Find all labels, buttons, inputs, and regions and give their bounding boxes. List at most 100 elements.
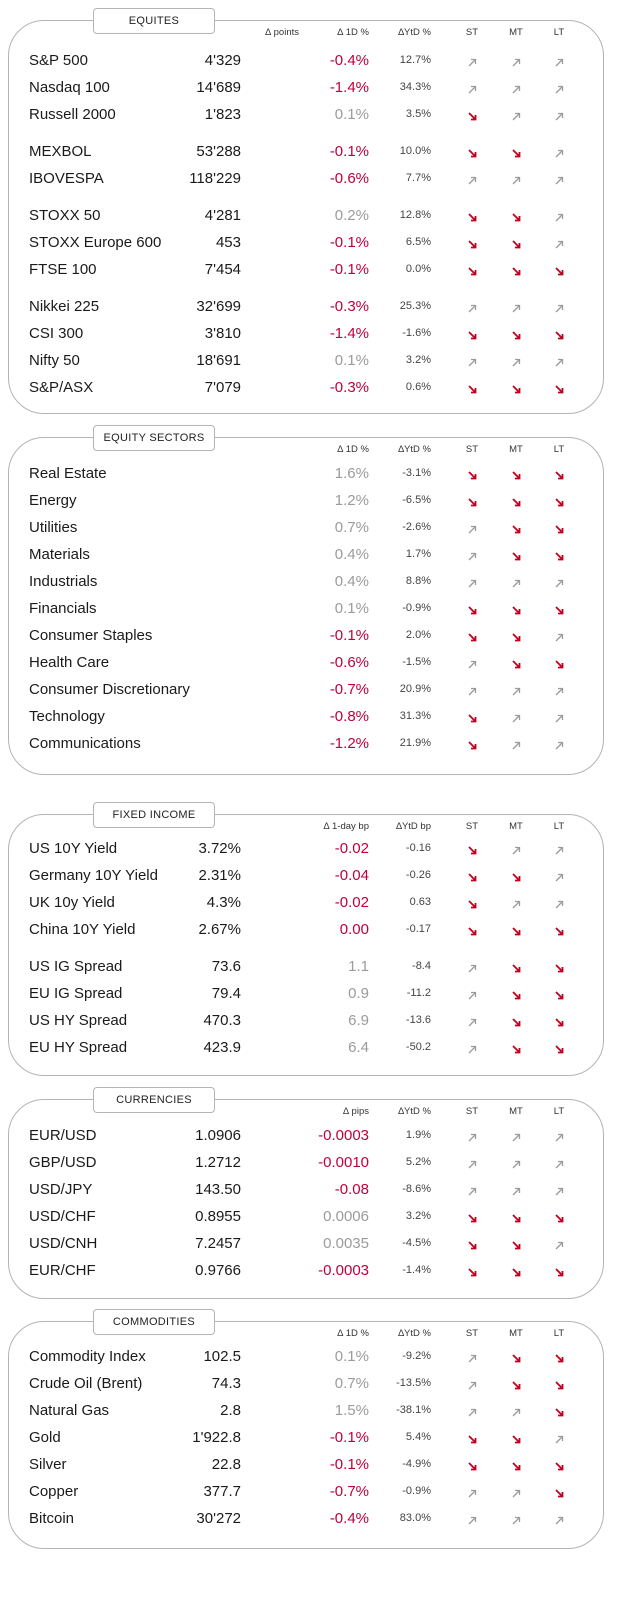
row-d1-change: 0.1% [334,600,369,617]
row-d1-change: -0.02 [334,894,369,911]
row-d1-change: 6.4 [348,1039,369,1056]
arrow-down-icon [554,988,565,1000]
row-d1-change: -0.08 [334,1181,369,1198]
equity-sectors-ytd-header: ∆YtD % [398,444,431,455]
table-row: GBP/USD 1.2712 -0.0010 5.2% [9,1149,603,1176]
arrow-up-icon [554,1513,565,1525]
arrow-up-icon [467,988,478,1000]
equities-mt-header: MT [509,27,523,38]
row-name: STOXX 50 [29,207,101,224]
table-row: FTSE 100 7'454 -0.1% 0.0% [9,256,603,283]
table-row: Industrials 0.4% 8.8% [9,568,603,595]
table-row: EUR/USD 1.0906 -0.0003 1.9% [9,1122,603,1149]
commodities-mt-header: MT [509,1328,523,1339]
fixed-income-st-header: ST [465,821,479,832]
table-row: EU HY Spread 423.9 6.4 -50.2 [9,1034,603,1061]
row-d1-change: -0.04 [334,867,369,884]
commodities-ytd-header: ∆YtD % [398,1328,431,1339]
row-value: 3.72% [198,840,241,857]
arrow-up-icon [467,1157,478,1169]
row-d1-change: 0.2% [334,207,369,224]
row-value: 30'272 [196,1510,241,1527]
table-row: Bitcoin 30'272 -0.4% 83.0% [9,1505,603,1532]
arrow-down-icon [467,603,478,615]
table-row: Commodity Index 102.5 0.1% -9.2% [9,1343,603,1370]
arrow-down-icon [511,603,522,615]
arrow-down-icon [554,495,565,507]
row-name: Germany 10Y Yield [29,867,158,884]
row-ytd-change: 25.3% [399,300,431,312]
table-row: US IG Spread 73.6 1.1 -8.4 [9,953,603,980]
row-d1-change: 0.1% [334,352,369,369]
arrow-up-icon [467,1486,478,1498]
row-d1-change: 1.6% [334,465,369,482]
row-value: 1.0906 [195,1127,241,1144]
table-row: Nifty 50 18'691 0.1% 3.2% [9,347,603,374]
arrow-down-icon [511,1459,522,1471]
table-row: Energy 1.2% -6.5% [9,487,603,514]
row-name: EUR/USD [29,1127,97,1144]
row-name: S&P 500 [29,52,88,69]
currencies-title: CURRENCIES [93,1087,215,1113]
arrow-down-icon [467,711,478,723]
row-d1-change: 1.5% [334,1402,369,1419]
arrow-up-icon [554,630,565,642]
arrow-up-icon [467,522,478,534]
row-value: 2.31% [198,867,241,884]
row-d1-change: 0.1% [334,1348,369,1365]
arrow-down-icon [511,468,522,480]
row-value: 18'691 [196,352,241,369]
row-d1-change: -0.1% [329,1429,369,1446]
row-name: USD/CHF [29,1208,96,1225]
arrow-down-icon [511,237,522,249]
row-value: 53'288 [196,143,241,160]
arrow-up-icon [467,1042,478,1054]
row-value: 79.4 [211,985,241,1002]
row-ytd-change: 6.5% [405,236,431,248]
row-ytd-change: -13.6 [405,1014,431,1026]
row-value: 102.5 [203,1348,241,1365]
row-name: EU HY Spread [29,1039,128,1056]
row-value: 7'454 [204,261,241,278]
row-ytd-change: 5.2% [405,1156,431,1168]
row-name: CSI 300 [29,325,84,342]
arrow-down-icon [511,1042,522,1054]
arrow-down-icon [554,264,565,276]
arrow-up-icon [467,82,478,94]
arrow-up-icon [554,301,565,313]
arrow-down-icon [554,468,565,480]
arrow-up-icon [511,576,522,588]
row-d1-change: -0.0003 [318,1262,369,1279]
row-ytd-change: 10.0% [399,145,431,157]
fixed-income-d1-header: ∆ 1-day bp [323,821,369,832]
row-d1-change: -1.2% [329,735,369,752]
arrow-up-icon [467,961,478,973]
row-name: S&P/ASX [29,379,94,396]
row-d1-change: 0.00 [339,921,369,938]
row-name: US 10Y Yield [29,840,118,857]
arrow-up-icon [554,1432,565,1444]
row-value: 143.50 [195,1181,241,1198]
equity-sectors-panel: EQUITY SECTORS ∆ 1D % ∆YtD % ST MT LT Real Est… [8,425,604,775]
row-d1-change: 0.1% [334,106,369,123]
arrow-down-icon [554,657,565,669]
row-ytd-change: 20.9% [399,683,431,695]
row-d1-change: 0.7% [334,519,369,536]
row-d1-change: -0.0010 [318,1154,369,1171]
equity-sectors-title: EQUITY SECTORS [93,425,215,451]
arrow-up-icon [554,1157,565,1169]
arrow-down-icon [511,1265,522,1277]
arrow-up-icon [467,1130,478,1142]
table-row: Materials 0.4% 1.7% [9,541,603,568]
row-value: 0.9766 [195,1262,241,1279]
arrow-down-icon [511,328,522,340]
arrow-down-icon [467,1211,478,1223]
table-row: Nasdaq 100 14'689 -1.4% 34.3% [9,74,603,101]
fixed-income-panel: FIXED INCOME ∆ 1-day bp ∆YtD bp ST MT LT US 10… [8,802,604,1076]
arrow-up-icon [554,210,565,222]
arrow-up-icon [467,1405,478,1417]
row-value: 1'823 [204,106,241,123]
row-d1-change: 0.0006 [323,1208,369,1225]
row-value: 2.8 [220,1402,241,1419]
row-value: 3'810 [204,325,241,342]
